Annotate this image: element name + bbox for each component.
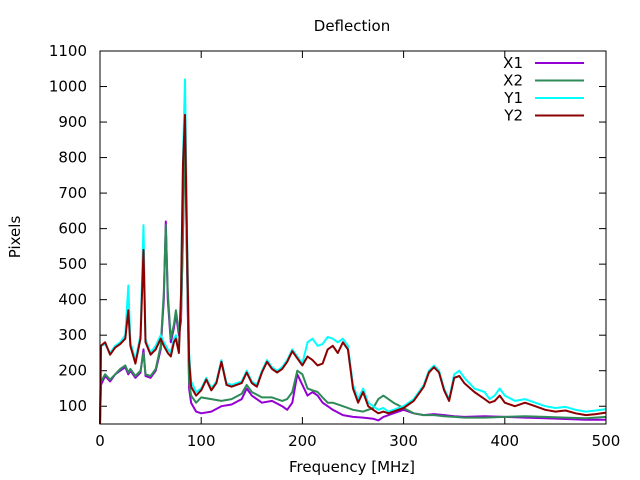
y-tick-label: 500 bbox=[58, 255, 87, 273]
y-axis-label: Pixels bbox=[6, 216, 24, 259]
y-tick-label: 1100 bbox=[49, 42, 87, 60]
y-tick-label: 100 bbox=[58, 397, 87, 415]
x-tick-label: 500 bbox=[592, 432, 621, 450]
x-axis-ticks: 0 100 200 300 400 500 bbox=[95, 51, 620, 450]
x-tick-label: 100 bbox=[187, 432, 216, 450]
x-tick-label: 300 bbox=[389, 432, 418, 450]
y-tick-label: 200 bbox=[58, 362, 87, 380]
x-tick-label: 400 bbox=[490, 432, 519, 450]
series-line-y1 bbox=[99, 78, 607, 425]
y-axis-ticks: 100 200 300 400 500 600 700 800 900 1000 1100 bbox=[49, 42, 606, 415]
x-tick-label: 200 bbox=[288, 432, 317, 450]
y-tick-label: 400 bbox=[58, 291, 87, 309]
series-line-y2 bbox=[99, 113, 607, 425]
legend-label-x1: X1 bbox=[503, 54, 523, 72]
series-line-x2 bbox=[99, 121, 607, 425]
series-lines bbox=[99, 78, 607, 425]
x-axis-label: Frequency [MHz] bbox=[289, 458, 415, 476]
plot-frame bbox=[99, 50, 607, 425]
legend-label-x2: X2 bbox=[503, 72, 523, 90]
y-tick-label: 700 bbox=[58, 184, 87, 202]
y-tick-label: 600 bbox=[58, 220, 87, 238]
y-tick-label: 900 bbox=[58, 113, 87, 131]
y-tick-label: 300 bbox=[58, 326, 87, 344]
legend-label-y1: Y1 bbox=[503, 89, 523, 107]
y-tick-label: 800 bbox=[58, 149, 87, 167]
y-tick-label: 1000 bbox=[49, 78, 87, 96]
legend-label-y2: Y2 bbox=[503, 107, 523, 125]
chart-title: Deflection bbox=[314, 17, 390, 35]
x-tick-label: 0 bbox=[95, 432, 105, 450]
